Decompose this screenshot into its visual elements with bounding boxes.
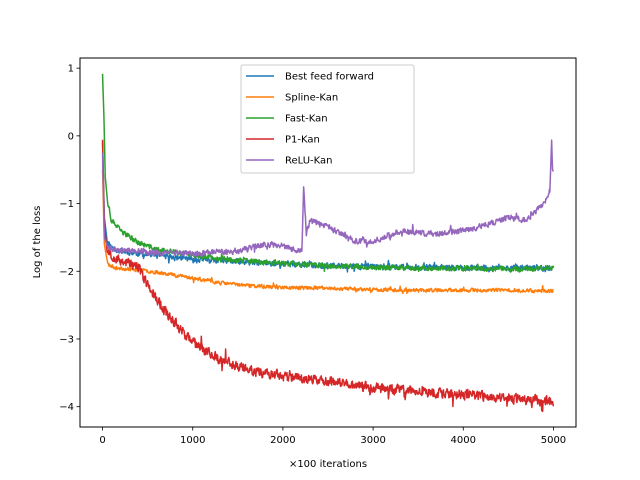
legend-box [240,64,415,174]
x-tick-label: 1000 [180,435,205,446]
y-axis-label: Log of the loss [32,206,43,279]
legend-label: P1-Kan [285,135,320,146]
y-tick-label: −2 [59,267,74,278]
x-tick-label: 4000 [451,435,476,446]
x-tick-label: 5000 [541,435,566,446]
x-tick-label: 3000 [360,435,385,446]
plot-area [101,73,555,413]
series-line-3 [101,139,555,413]
legend-label: Fast-Kan [285,114,328,125]
legend-label: Spline-Kan [285,93,338,104]
x-tick-label: 2000 [270,435,295,446]
legend: Best feed forward Spline-Kan Fast-Kan P1-Ka… [240,64,415,174]
y-tick-label: −1 [59,199,74,210]
y-tick-label: 0 [68,131,74,142]
axes-frame [79,57,577,428]
series-line-4 [101,139,555,258]
legend-label: ReLU-Kan [285,156,333,167]
x-axis-label: ×100 iterations [289,459,367,470]
series-line-1 [101,169,554,295]
y-tick-label: −3 [59,334,74,345]
y-tick-label: 1 [68,64,74,75]
y-axis: 1 0 −1 −2 −3 −4 [59,64,80,413]
y-tick-label: −4 [59,402,74,413]
x-tick-label: 0 [99,435,105,446]
x-axis: 0 1000 2000 3000 4000 5000 [99,427,566,446]
legend-label: Best feed forward [285,72,374,83]
